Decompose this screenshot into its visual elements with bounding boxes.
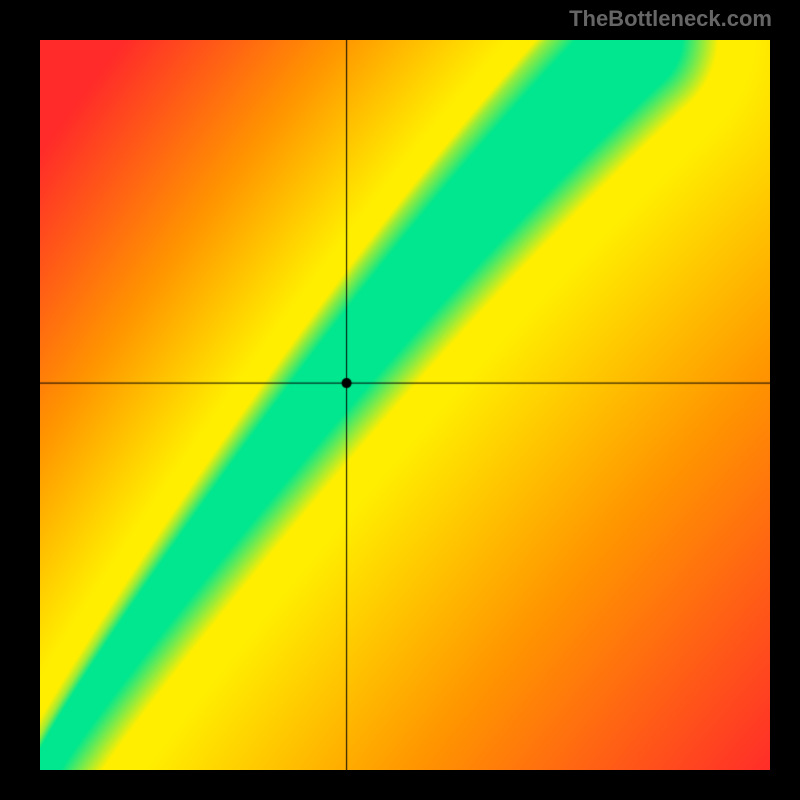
chart-container: TheBottleneck.com xyxy=(0,0,800,800)
watermark-text: TheBottleneck.com xyxy=(569,6,772,32)
bottleneck-heatmap xyxy=(40,40,770,770)
